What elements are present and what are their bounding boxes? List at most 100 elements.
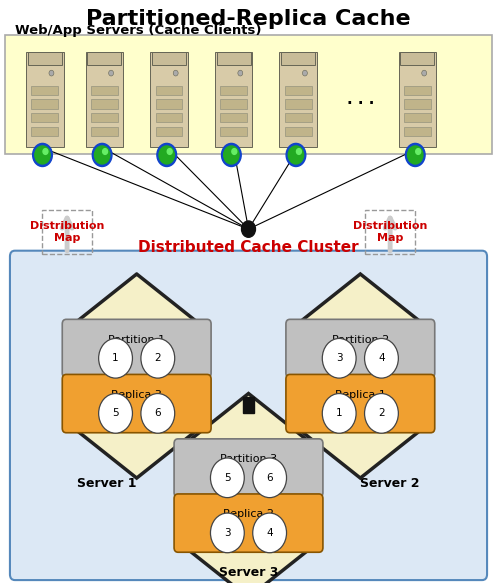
Circle shape (109, 70, 113, 76)
Text: 5: 5 (112, 408, 119, 419)
Circle shape (102, 149, 107, 154)
FancyBboxPatch shape (174, 494, 323, 552)
Circle shape (159, 146, 174, 164)
Bar (365, 210, 415, 254)
FancyBboxPatch shape (156, 113, 182, 122)
Circle shape (365, 339, 399, 378)
FancyBboxPatch shape (156, 99, 182, 109)
Circle shape (98, 339, 132, 378)
FancyBboxPatch shape (220, 127, 247, 136)
Circle shape (43, 149, 48, 154)
FancyBboxPatch shape (286, 319, 435, 378)
FancyBboxPatch shape (91, 86, 118, 95)
FancyBboxPatch shape (85, 52, 123, 146)
Polygon shape (296, 274, 424, 478)
Polygon shape (184, 394, 313, 583)
FancyBboxPatch shape (31, 113, 58, 122)
Text: 3: 3 (224, 528, 231, 538)
FancyBboxPatch shape (404, 127, 431, 136)
Text: Partition 1: Partition 1 (108, 335, 165, 345)
Text: . . .: . . . (346, 92, 374, 107)
Text: Replica 3: Replica 3 (111, 390, 162, 400)
FancyBboxPatch shape (285, 113, 312, 122)
FancyBboxPatch shape (279, 52, 317, 146)
FancyBboxPatch shape (220, 113, 247, 122)
Circle shape (94, 146, 110, 164)
FancyBboxPatch shape (215, 52, 252, 146)
FancyBboxPatch shape (404, 86, 431, 95)
FancyBboxPatch shape (31, 99, 58, 109)
Circle shape (35, 146, 50, 164)
Circle shape (422, 70, 426, 76)
FancyBboxPatch shape (217, 52, 250, 65)
Circle shape (253, 513, 287, 553)
Circle shape (303, 70, 307, 76)
Circle shape (406, 143, 425, 167)
Text: Replica 1: Replica 1 (335, 390, 386, 400)
Circle shape (253, 458, 287, 498)
Text: Distributed Cache Cluster: Distributed Cache Cluster (138, 240, 359, 255)
FancyBboxPatch shape (31, 127, 58, 136)
FancyBboxPatch shape (285, 86, 312, 95)
Circle shape (224, 146, 239, 164)
Circle shape (408, 146, 423, 164)
Text: 1: 1 (336, 408, 342, 419)
Circle shape (173, 70, 178, 76)
Circle shape (98, 394, 132, 433)
FancyBboxPatch shape (285, 99, 312, 109)
Circle shape (222, 143, 241, 167)
Text: Distribution
Map: Distribution Map (353, 221, 427, 243)
Circle shape (365, 394, 399, 433)
Text: Web/App Servers (Cache Clients): Web/App Servers (Cache Clients) (15, 24, 261, 37)
Text: Distribution
Map: Distribution Map (30, 221, 104, 243)
Text: 1: 1 (112, 353, 119, 363)
Circle shape (296, 149, 301, 154)
Circle shape (157, 143, 176, 167)
Text: 2: 2 (378, 408, 385, 419)
Text: 4: 4 (266, 528, 273, 538)
FancyBboxPatch shape (285, 127, 312, 136)
Circle shape (286, 143, 306, 167)
Circle shape (288, 146, 304, 164)
FancyBboxPatch shape (150, 52, 188, 146)
FancyBboxPatch shape (174, 439, 323, 497)
Circle shape (167, 149, 172, 154)
Circle shape (33, 143, 52, 167)
FancyBboxPatch shape (156, 127, 182, 136)
FancyBboxPatch shape (286, 374, 435, 433)
FancyBboxPatch shape (152, 52, 186, 65)
Circle shape (322, 394, 356, 433)
Circle shape (141, 339, 175, 378)
Circle shape (232, 149, 237, 154)
Text: Replica 2: Replica 2 (223, 510, 274, 519)
FancyBboxPatch shape (404, 113, 431, 122)
Text: 4: 4 (378, 353, 385, 363)
FancyBboxPatch shape (220, 99, 247, 109)
FancyBboxPatch shape (62, 374, 211, 433)
Text: 6: 6 (266, 473, 273, 483)
FancyBboxPatch shape (28, 52, 62, 65)
FancyBboxPatch shape (31, 86, 58, 95)
Circle shape (92, 143, 112, 167)
Text: Server 3: Server 3 (219, 566, 278, 579)
FancyBboxPatch shape (220, 86, 247, 95)
FancyBboxPatch shape (156, 86, 182, 95)
FancyBboxPatch shape (26, 52, 64, 146)
FancyBboxPatch shape (404, 99, 431, 109)
Circle shape (49, 70, 54, 76)
Circle shape (238, 70, 243, 76)
Bar (42, 210, 92, 254)
Text: Partition 3: Partition 3 (220, 454, 277, 464)
Circle shape (141, 394, 175, 433)
Polygon shape (73, 274, 201, 478)
FancyBboxPatch shape (10, 251, 487, 580)
FancyBboxPatch shape (399, 52, 436, 146)
Text: Partition 2: Partition 2 (331, 335, 389, 345)
Text: 6: 6 (155, 408, 161, 419)
Text: 2: 2 (155, 353, 161, 363)
Text: Server 2: Server 2 (360, 477, 420, 490)
FancyBboxPatch shape (401, 52, 434, 65)
Text: 5: 5 (224, 473, 231, 483)
Polygon shape (243, 397, 254, 413)
FancyBboxPatch shape (87, 52, 121, 65)
